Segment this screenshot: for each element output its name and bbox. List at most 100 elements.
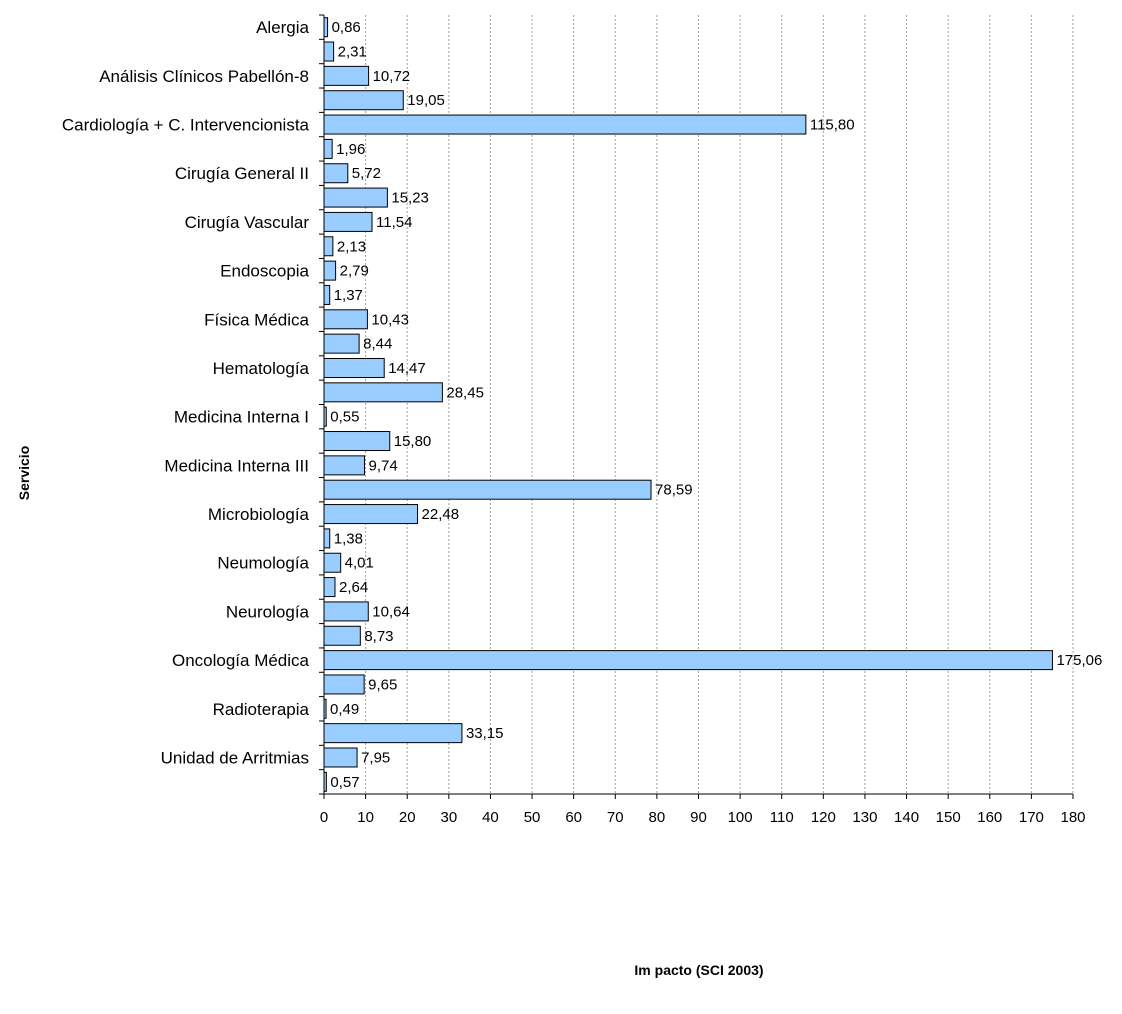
bar xyxy=(323,528,331,549)
bar xyxy=(323,601,369,622)
x-tick-label: 140 xyxy=(894,809,919,826)
bar xyxy=(323,455,366,476)
y-axis-title: Servicio xyxy=(16,446,32,500)
data-label: 175,06 xyxy=(1056,652,1102,669)
data-label: 8,44 xyxy=(363,336,392,353)
data-label: 0,55 xyxy=(330,409,359,426)
bar xyxy=(323,382,443,403)
x-tick-label: 120 xyxy=(811,809,836,826)
data-label: 2,31 xyxy=(338,44,367,61)
data-label: 10,72 xyxy=(373,68,411,85)
category-label: Radioterapia xyxy=(213,700,310,719)
x-tick-label: 110 xyxy=(770,809,794,826)
x-tick-label: 80 xyxy=(649,809,666,826)
category-label: Medicina Interna I xyxy=(174,408,309,427)
data-label: 2,13 xyxy=(337,238,366,255)
bar xyxy=(323,90,404,111)
x-tick-label: 10 xyxy=(357,809,374,826)
category-label: Medicina Interna III xyxy=(164,456,309,475)
data-label: 5,72 xyxy=(352,165,381,182)
x-axis-title: Im pacto (SCI 2003) xyxy=(634,962,763,978)
bar xyxy=(323,479,652,500)
bar xyxy=(323,65,370,86)
data-label: 9,74 xyxy=(369,457,398,474)
x-tick-label: 100 xyxy=(728,809,753,826)
x-tick-label: 150 xyxy=(936,809,961,826)
bar xyxy=(323,163,349,184)
data-label: 4,01 xyxy=(345,555,374,572)
labels: 0,86 Alergia 2,31 10,72 Análisis Clínicos Pa… xyxy=(62,18,1102,791)
x-tick-label: 60 xyxy=(565,809,582,826)
category-label: Cirugía General II xyxy=(175,164,309,183)
bar xyxy=(323,236,334,257)
data-label: 11,54 xyxy=(376,214,412,231)
bar xyxy=(323,723,463,744)
bar xyxy=(323,138,333,159)
bar xyxy=(323,747,358,768)
data-label: 22,48 xyxy=(422,506,460,523)
data-label: 0,57 xyxy=(330,774,359,791)
data-label: 14,47 xyxy=(388,360,426,377)
data-label: 7,95 xyxy=(361,749,390,766)
data-label: 28,45 xyxy=(446,384,484,401)
bar xyxy=(323,357,385,378)
category-label: Oncología Médica xyxy=(172,651,310,670)
data-label: 0,49 xyxy=(330,701,359,718)
data-label: 15,23 xyxy=(391,190,429,207)
bar xyxy=(323,309,368,330)
data-label: 1,37 xyxy=(334,287,363,304)
data-label: 78,59 xyxy=(655,482,693,499)
x-tick-label: 70 xyxy=(607,809,624,826)
category-label: Hematología xyxy=(213,359,310,378)
x-tick-label: 180 xyxy=(1060,809,1085,826)
bar xyxy=(323,284,331,305)
data-label: 0,86 xyxy=(332,19,361,36)
category-label: Microbiología xyxy=(208,505,310,524)
bars xyxy=(323,17,1053,792)
x-tick-label: 0 xyxy=(320,809,328,826)
category-label: Física Médica xyxy=(204,310,309,329)
category-label: Cirugía Vascular xyxy=(185,213,310,232)
bar xyxy=(323,260,337,281)
x-tick-label: 50 xyxy=(524,809,541,826)
bar xyxy=(323,625,361,646)
data-label: 115,80 xyxy=(810,117,855,134)
data-label: 10,64 xyxy=(372,603,410,620)
bar xyxy=(323,211,373,232)
data-label: 9,65 xyxy=(368,676,397,693)
x-tick-label: 160 xyxy=(977,809,1002,826)
category-label: Cardiología + C. Intervencionista xyxy=(62,116,310,135)
bar xyxy=(323,431,391,452)
category-label: Endoscopia xyxy=(220,262,309,281)
data-label: 33,15 xyxy=(466,725,504,742)
x-tick-label: 130 xyxy=(852,809,877,826)
data-label: 15,80 xyxy=(394,433,432,450)
bar xyxy=(323,333,360,354)
bar xyxy=(323,504,419,525)
bar xyxy=(323,41,335,62)
bar xyxy=(323,650,1053,671)
category-label: Unidad de Arritmias xyxy=(161,748,309,767)
data-label: 1,96 xyxy=(336,141,365,158)
bar xyxy=(323,577,336,598)
x-tick-label: 90 xyxy=(690,809,707,826)
x-tick-label: 30 xyxy=(440,809,457,826)
data-label: 19,05 xyxy=(407,92,445,109)
data-label: 2,64 xyxy=(339,579,368,596)
x-tick-label: 170 xyxy=(1019,809,1044,826)
category-label: Neumología xyxy=(217,554,309,573)
category-label: Alergia xyxy=(256,18,309,37)
bar xyxy=(323,114,807,135)
axes: 0 10 20 30 40 50 60 70 80 90 100 110 120 130 140 150 160… xyxy=(319,14,1086,826)
data-label: 1,38 xyxy=(334,530,363,547)
data-label: 8,73 xyxy=(364,628,393,645)
data-label: 10,43 xyxy=(371,311,409,328)
category-label: Neurología xyxy=(226,602,310,621)
bar xyxy=(323,674,365,695)
x-tick-label: 40 xyxy=(482,809,499,826)
data-label: 2,79 xyxy=(340,263,369,280)
bar xyxy=(323,552,342,573)
category-label: Análisis Clínicos Pabellón-8 xyxy=(99,67,309,86)
x-tick-label: 20 xyxy=(399,809,416,826)
